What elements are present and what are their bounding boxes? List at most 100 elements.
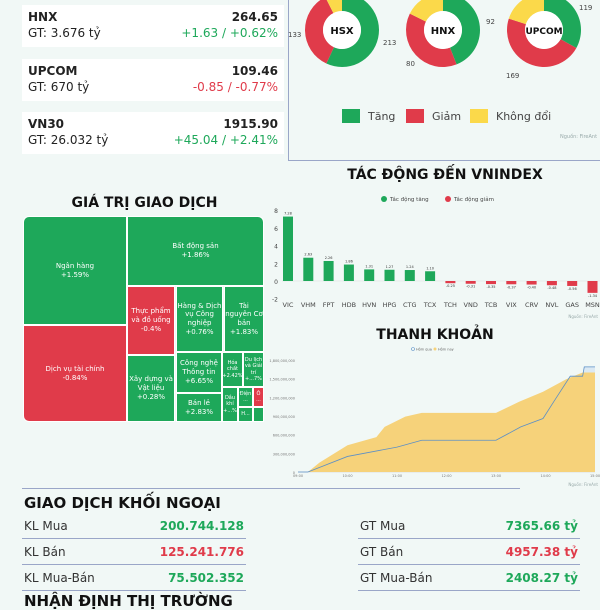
donut-slice-up [443,0,480,65]
legend-marker [411,347,415,351]
treemap-cell[interactable]: Du lịch và Giải trí +...7% [243,352,264,387]
treemap-cell[interactable]: Xây dựng và Vật liệu +0.28% [127,355,175,422]
donut-center-label: HNX [431,26,456,37]
bar-data-label: -0.40 [527,286,536,290]
treemap-cell[interactable]: Ngân hàng +1.59% [23,216,127,325]
bar-TCX [425,271,436,281]
donut-up-count: 119 [579,4,592,12]
bar-data-label: 2.63 [304,253,312,257]
legend-marker [445,196,451,202]
foreign-row-value: 7365.66 tỷ [505,519,578,533]
donut-down-count: 169 [506,72,519,80]
x-tick-label: VIC [283,301,294,309]
donut-center-label: UPCOM [525,27,562,37]
treemap-cell[interactable]: Tài nguyên Cơ bản +1.83% [224,286,264,352]
treemap-cell[interactable]: H... [238,407,253,422]
y-tick-label: 0 [274,279,278,286]
treemap-cell[interactable]: Công nghệ Thông tin +6.65% [176,352,222,393]
y-tick-label: 0 [293,471,295,475]
index-card-vn30[interactable]: VN30 GT: 26.032 tỷ 1915.90 +45.04 / +2.4… [22,112,284,154]
x-tick-label: 09:00 [293,474,303,478]
next-section-title: NHẬN ĐỊNH THỊ TRƯỜNG [24,592,233,610]
bar-NVL [546,281,557,286]
series-hom-nay-area [298,372,595,472]
legend-label: Hôm nay [438,348,454,352]
treemap-cell[interactable]: Thực phẩm và đồ uống -0.4% [127,286,175,355]
index-change: -0.85 / -0.77% [192,80,278,94]
bar-data-label: -0.31 [466,285,475,289]
treemap-cell-label: Dịch vụ tài chính -0.84% [45,364,105,382]
treemap-cell[interactable]: Ô... [253,387,264,407]
source-note: Nguồn: FireAnt [568,314,598,319]
divider [22,488,520,489]
x-tick-label: VND [464,301,478,309]
foreign-row: GT Mua-Bán 2408.27 tỷ [358,565,580,591]
donut-down-count: 133 [288,31,301,39]
legend-label: Tăng [368,109,396,123]
treemap-cell[interactable]: Dầu khí +...% [222,387,238,422]
y-tick-label: 6 [274,226,278,233]
legend-label: Tác động tăng [389,196,429,203]
legend-down: Giảm [406,109,461,123]
treemap-cell[interactable]: Hàng & Dịch vụ Công nghiệp +0.76% [176,286,223,352]
index-name: HNX [28,10,58,24]
bar-data-label: -0.56 [568,287,577,291]
bar-HDB [343,264,354,281]
index-card-hnx[interactable]: HNX GT: 3.676 tỷ 264.65 +1.63 / +0.62% [22,5,284,47]
foreign-row-value: 75.502.352 [168,571,244,585]
foreign-row-label: GT Bán [360,545,404,559]
divider [288,0,289,160]
x-tick-label: NVL [545,301,558,309]
legend-label: Không đổi [496,109,552,123]
treemap-cell-label: Hàng & Dịch vụ Công nghiệp +0.76% [177,301,222,336]
treemap-cell-label: Công nghệ Thông tin +6.65% [180,359,218,385]
foreign-row-label: KL Bán [24,545,66,559]
legend-label: Tác động giảm [453,196,494,203]
y-tick-label: 300,000,000 [273,452,295,456]
y-tick-label: 1,800,000,000 [269,359,295,363]
treemap-cell[interactable]: Hóa chất +2.42% [222,352,243,387]
donut-slice-flat [326,0,342,14]
foreign-row-label: KL Mua [24,519,68,533]
treemap-cell[interactable]: Bất động sản +1.86% [127,216,264,286]
liquidity-area-chart: 0 300,000,000 600,000,000 900,000,000 1,200,… [269,347,600,487]
x-tick-label: TCX [423,301,437,309]
donut-slice-flat [409,0,443,22]
legend-swatch [342,109,360,123]
foreign-row-label: GT Mua-Bán [360,571,433,585]
bar-TCH [445,281,456,284]
bar-data-label: 2.26 [325,256,333,260]
y-tick-label: 1,500,000,000 [269,378,295,382]
treemap-cell[interactable]: Điện... [238,387,253,407]
legend-label: Giảm [432,109,462,123]
bar-data-label: -0.25 [446,284,455,288]
donut-hole [525,11,563,49]
treemap-cell[interactable]: Dịch vụ tài chính -0.84% [23,325,127,422]
foreign-title: GIAO DỊCH KHỐI NGOẠI [24,494,221,512]
bar-HPG [384,269,395,281]
index-name: UPCOM [28,64,78,78]
x-tick-label: 12:00 [441,474,451,478]
x-tick-label: CRV [525,301,539,309]
foreign-row: GT Mua 7365.66 tỷ [358,513,580,539]
x-tick-label: 15:00 [590,474,600,478]
y-tick-label: 1,200,000,000 [269,396,295,400]
bar-data-label: 1.31 [365,264,373,268]
x-tick-label: VHM [301,301,316,309]
treemap-cell-label: Điện... [239,390,252,403]
donut-slice-down [305,0,334,64]
treemap-cell[interactable]: Bán lẻ +2.83% [176,393,222,422]
index-card-upcom[interactable]: UPCOM GT: 670 tỷ 109.46 -0.85 / -0.77% [22,59,284,101]
x-tick-label: 11:00 [392,474,402,478]
index-change: +45.04 / +2.41% [173,133,278,147]
index-change: +1.63 / +0.62% [181,26,278,40]
bar-FPT [323,260,334,281]
legend-up: Tăng [342,109,395,123]
treemap-cell-label: H... [241,411,250,418]
bar-GAS [567,281,578,286]
treemap-cell[interactable] [253,407,264,422]
bar-VHM [303,257,314,281]
foreign-row: KL Mua 200.744.128 [22,513,246,539]
x-tick-label: MSN [585,301,600,309]
index-value: 109.46 [231,64,278,78]
